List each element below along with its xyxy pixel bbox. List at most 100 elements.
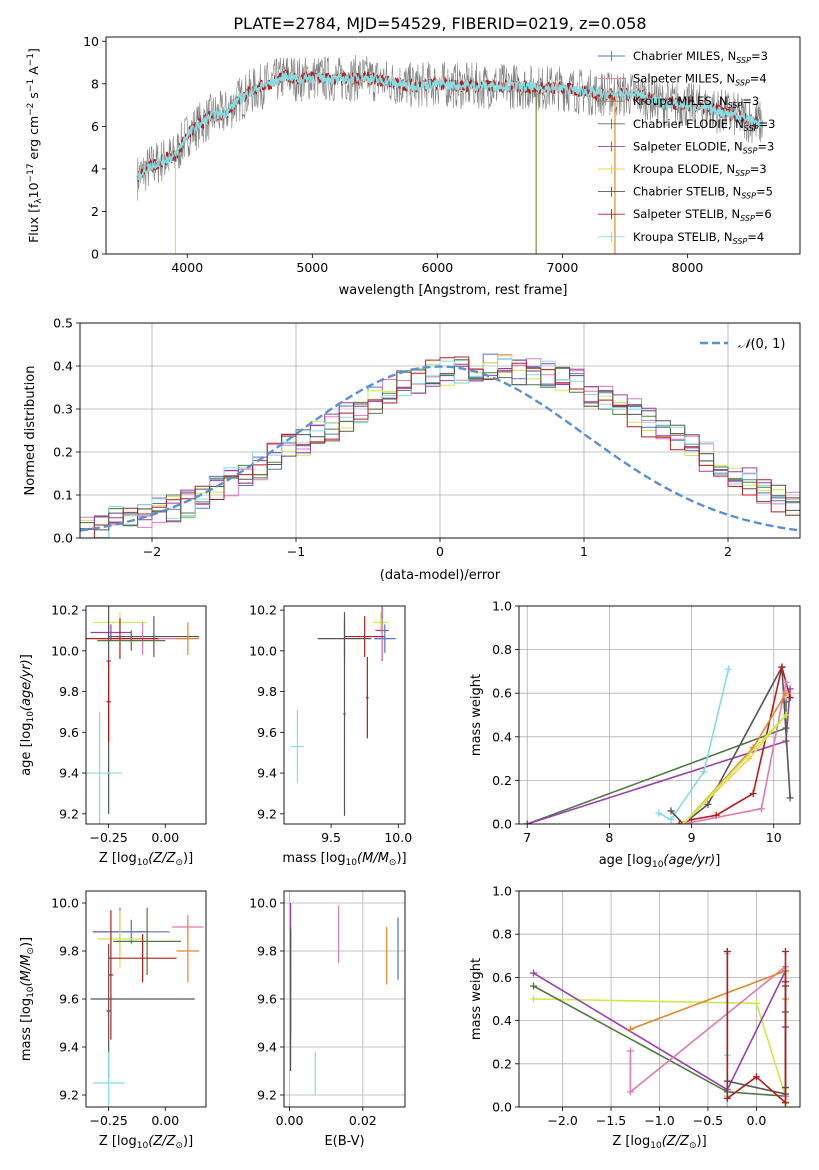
y-tick-label: 10.2 <box>249 603 277 618</box>
x-axis-label: age [log10(age/yr)] <box>599 853 721 870</box>
axes-frame <box>518 890 801 1108</box>
series-point-marker <box>675 820 683 824</box>
errorbar-point <box>344 616 385 657</box>
legend-label: Salpeter STELIB, NSSP=6 <box>633 207 772 223</box>
x-tick-label: 0.02 <box>349 1113 377 1128</box>
y-axis-label: mass [log10(M/M⊙)] <box>19 937 36 1061</box>
axes: 0.00 0.02 9.2 9.4 9.6 9.8 10.0 <box>249 896 377 1129</box>
x-tick-label: 0.00 <box>276 1113 304 1128</box>
errorbar-group <box>86 606 200 824</box>
series-point-marker <box>704 800 712 808</box>
grid-lines <box>80 322 800 539</box>
axes-frame <box>85 605 207 825</box>
series-point-marker <box>626 1047 634 1055</box>
x-tick-label: 0 <box>436 544 444 559</box>
errorbar-point <box>86 711 123 824</box>
series-point-marker <box>781 947 789 955</box>
y-tick-label: 10 <box>83 34 99 49</box>
x-tick-label: 8000 <box>672 260 704 275</box>
y-tick-label: 0.0 <box>492 1100 512 1115</box>
errorbar-point <box>176 919 200 983</box>
series-line <box>683 682 787 824</box>
axes: 9.5 10.0 9.2 9.4 9.6 9.8 10.0 10.2 <box>249 603 412 845</box>
axes: −0.25 0.00 9.2 9.4 9.6 9.8 10.0 <box>51 896 179 1129</box>
x-tick-label: −1 <box>287 544 305 559</box>
grid-lines <box>284 891 405 1107</box>
y-tick-label: 9.6 <box>257 725 277 740</box>
series-point-marker <box>530 982 538 990</box>
y-tick-label: 9.6 <box>59 992 79 1007</box>
series-point-marker <box>725 665 733 673</box>
errorbar-point <box>176 622 200 655</box>
y-tick-label: 9.8 <box>257 684 277 699</box>
spectrum-lines <box>136 54 764 254</box>
y-tick-label: 9.8 <box>59 944 79 959</box>
y-axis-label: mass weight <box>469 674 484 756</box>
errorbar-point <box>97 910 143 968</box>
age-vs-metallicity-panel: −0.25 0.00 9.2 9.4 9.6 9.8 10.0 10.2 Z [log10(Z/… <box>19 603 207 868</box>
axes-frame <box>283 890 406 1108</box>
series-line <box>726 951 787 1105</box>
x-tick-label: 7 <box>523 830 531 845</box>
y-tick-label: 9.6 <box>257 992 277 1007</box>
x-tick-label: 0.0 <box>746 1113 766 1128</box>
errorbar-point <box>90 624 132 641</box>
series-point-marker <box>752 999 760 1007</box>
x-tick-label: −0.5 <box>693 1113 723 1128</box>
x-tick-label: 5000 <box>296 260 328 275</box>
y-tick-label: 0.4 <box>492 1013 512 1028</box>
x-tick-label: 7000 <box>547 260 579 275</box>
axes-frame <box>79 322 801 539</box>
y-tick-label: 10.0 <box>51 896 79 911</box>
errorbar-point <box>86 618 159 659</box>
series-group <box>530 947 789 1107</box>
legend-label: Salpeter ELODIE, NSSP=3 <box>633 139 774 155</box>
y-tick-label: 0.4 <box>492 729 512 744</box>
gaussian-reference-curve <box>80 365 800 532</box>
x-tick-label: 9.5 <box>321 830 341 845</box>
series-point-marker <box>655 809 663 817</box>
y-tick-label: 9.2 <box>257 806 277 821</box>
y-tick-label: 0.0 <box>492 817 512 832</box>
series-line <box>682 714 787 824</box>
y-tick-label: 9.4 <box>257 1040 277 1055</box>
y-tick-label: 0.2 <box>53 445 73 460</box>
y-tick-label: 9.6 <box>59 725 79 740</box>
x-tick-label: 10.0 <box>384 830 412 845</box>
x-axis-label: wavelength [Angstrom, rest frame] <box>339 283 568 298</box>
series-point-marker <box>745 755 753 763</box>
series-point-marker <box>757 805 765 813</box>
y-tick-label: 9.4 <box>59 766 79 781</box>
y-tick-label: 9.2 <box>59 806 79 821</box>
x-tick-label: 1 <box>580 544 588 559</box>
x-tick-label: 8 <box>605 830 613 845</box>
series-point-marker <box>530 995 538 1003</box>
series-point-marker <box>781 1099 789 1107</box>
model-spectrum-line <box>136 71 764 182</box>
x-tick-label: 0.00 <box>151 1113 179 1128</box>
x-axis-label: E(B-V) <box>324 1134 364 1149</box>
x-axis-label: Z [log10(Z/Z⊙)] <box>99 851 193 868</box>
series-point-marker <box>782 678 790 686</box>
series-point-marker <box>723 947 731 955</box>
series-point-marker <box>667 807 675 815</box>
series-point-marker <box>782 711 790 719</box>
axes: −0.25 0.00 9.2 9.4 9.6 9.8 10.0 10.2 <box>51 603 179 845</box>
series-group <box>523 663 794 824</box>
errorbar-point <box>108 934 177 983</box>
series-point-marker <box>781 978 789 986</box>
y-tick-label: 9.2 <box>257 1088 277 1103</box>
x-tick-label: −1.0 <box>644 1113 674 1128</box>
errorbar-point <box>108 616 200 657</box>
series-point-marker <box>530 969 538 977</box>
mass-weight-vs-metallicity-panel: −2.0 −1.5 −1.0 −0.5 0.0 0.0 0.2 0.4 0.6 0.8 1.0 mas… <box>469 884 801 1151</box>
y-tick-label: 9.4 <box>59 1040 79 1055</box>
errorbar-point <box>106 661 111 743</box>
errorbar-point <box>366 656 369 739</box>
mass-vs-metallicity-panel: −0.25 0.00 9.2 9.4 9.6 9.8 10.0 Z [log10(Z/Z⊙)]… <box>19 890 207 1151</box>
histogram-series-step <box>80 356 800 538</box>
y-tick-label: 9.8 <box>257 944 277 959</box>
x-axis-label: Z [log10(Z/Z⊙)] <box>99 1134 193 1151</box>
x-tick-label: 0.00 <box>151 830 179 845</box>
